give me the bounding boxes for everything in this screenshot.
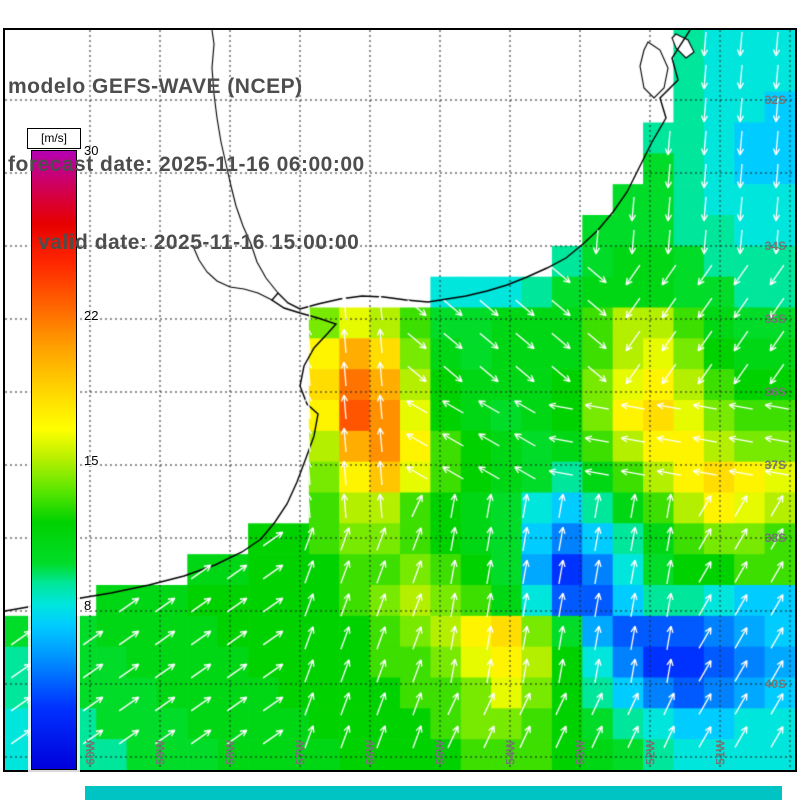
colorbar-tick-label: 30	[84, 143, 99, 158]
lat-label: 38S	[764, 531, 786, 545]
lon-label: 53W	[573, 740, 588, 765]
lat-label: 35S	[764, 312, 786, 326]
lat-label: 34S	[764, 239, 786, 253]
colorbar-tick-label: 15	[84, 453, 99, 468]
lat-label: 32S	[764, 93, 786, 107]
lon-label: 58W	[223, 740, 238, 765]
lon-label: 51W	[713, 740, 728, 765]
colorbar-tick-label: 22	[84, 308, 99, 324]
colorbar-tick-label: 8	[84, 597, 92, 613]
model-title: modelo GEFS-WAVE (NCEP)	[8, 75, 303, 98]
title-block: modelo GEFS-WAVE (NCEP) forecast date: 2…	[8, 22, 365, 308]
bottom-color-strip	[85, 786, 782, 800]
valid-date: valid date: 2025-11-16 15:00:00	[38, 231, 360, 254]
lon-label: 59W	[153, 740, 168, 765]
map-canvas-layer	[5, 30, 795, 775]
colorbar-unit-label: [m/s]	[27, 128, 81, 149]
forecast-date: forecast date: 2025-11-16 06:00:00	[8, 153, 365, 176]
lat-label: 40S	[764, 677, 786, 691]
lon-label: 55W	[433, 740, 448, 765]
lat-label: 37S	[764, 458, 786, 472]
lon-label: 54W	[503, 740, 518, 765]
lon-label: 52W	[643, 740, 658, 765]
wind-field-canvas	[5, 30, 795, 770]
lon-label: 60W	[83, 740, 98, 765]
lat-label: 36S	[764, 385, 786, 399]
lon-label: 56W	[363, 740, 378, 765]
colorbar	[31, 150, 77, 770]
lon-label: 57W	[293, 740, 308, 765]
